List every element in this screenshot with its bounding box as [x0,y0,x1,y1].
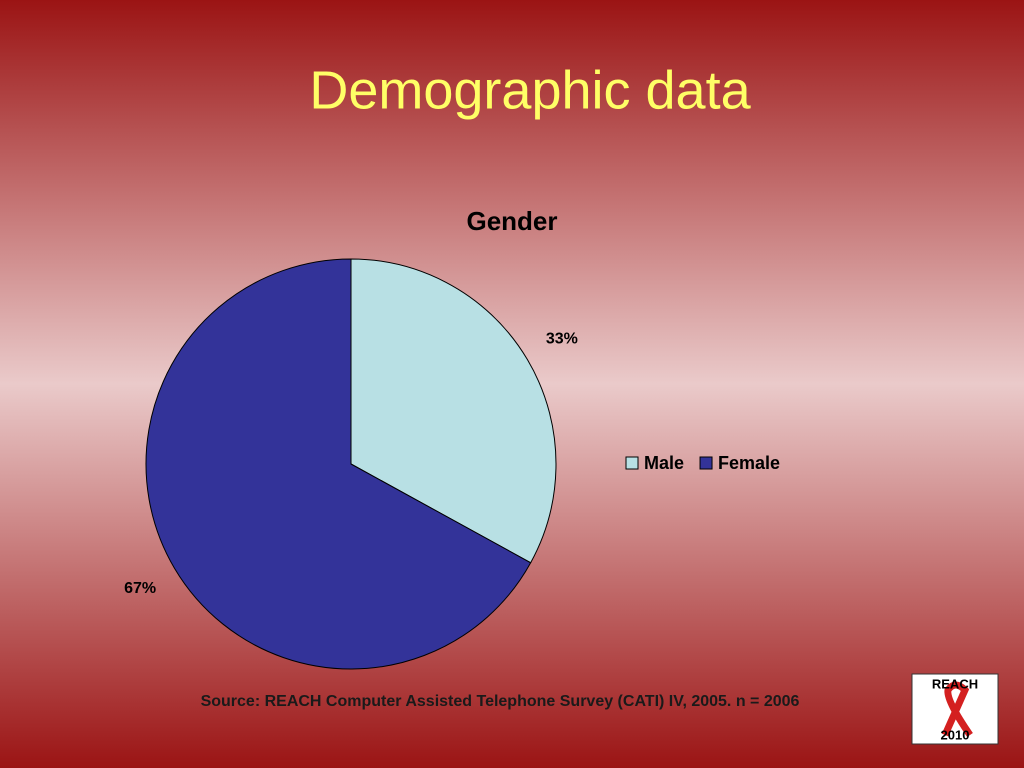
legend-swatch [699,456,713,470]
legend-label: Male [644,453,684,473]
pie-slice [350,258,557,564]
logo-ribbon [941,681,973,737]
pie-slice [145,258,532,670]
chart-title: Gender [466,206,557,236]
slide-title: Demographic data [309,60,751,120]
data-label: 67% [124,580,156,597]
legend-label: Female [718,453,780,473]
legend-swatch [625,456,639,470]
logo: REACH 2010 [911,673,999,745]
logo-bottom: 2010 [941,727,970,742]
source-note: Source: REACH Computer Assisted Telephon… [201,693,800,710]
logo-top: REACH [932,676,978,691]
data-label: 33% [546,331,578,348]
